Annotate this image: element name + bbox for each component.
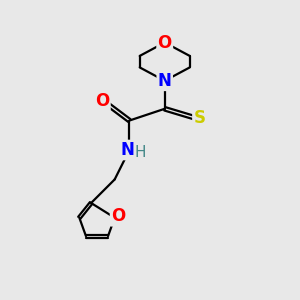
Text: N: N xyxy=(158,72,172,90)
Text: O: O xyxy=(158,34,172,52)
Text: N: N xyxy=(120,141,134,159)
Text: S: S xyxy=(194,109,206,127)
Text: H: H xyxy=(135,145,146,160)
Text: O: O xyxy=(111,207,125,225)
Text: O: O xyxy=(95,92,109,110)
